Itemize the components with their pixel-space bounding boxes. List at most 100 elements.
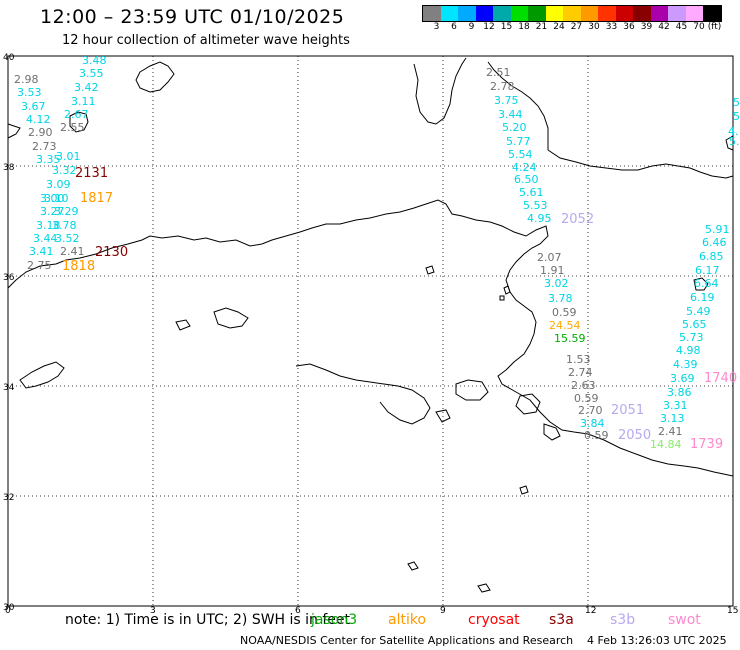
wave-height-reading: 0.59 — [584, 429, 609, 442]
wave-height-reading: 5.54 — [508, 148, 533, 161]
coastline-spain-east — [7, 123, 21, 139]
x-tick-label: 9 — [440, 606, 446, 616]
pass-time-label: 1740 — [704, 371, 737, 386]
wave-height-reading: 3.01 — [56, 150, 81, 163]
color-scale-swatch — [598, 6, 616, 21]
wave-height-reading: 15.59 — [554, 332, 586, 345]
color-scale-swatch — [493, 6, 511, 21]
wave-height-reading: 2.70 — [578, 404, 603, 417]
color-scale-swatch — [563, 6, 581, 21]
coastline-malta — [693, 277, 709, 291]
color-scale-label: 18 — [518, 22, 530, 32]
coastline-island-a — [175, 319, 191, 331]
wave-height-reading: 5.53 — [523, 199, 548, 212]
wave-height-reading: 0.59 — [552, 306, 577, 319]
wave-height-reading: 4.98 — [676, 344, 701, 357]
coastline-mallorca — [135, 61, 175, 93]
satellite-legend-item: swot — [668, 612, 701, 628]
wave-height-reading: 6.19 — [690, 291, 715, 304]
wave-height-reading: 2.98 — [14, 73, 39, 86]
color-scale-label: 27 — [570, 22, 583, 32]
color-scale-label: 70 — [693, 22, 705, 32]
wave-height-reading: 3.52 — [55, 232, 80, 245]
wave-height-reading: 6.64 — [694, 277, 719, 290]
wave-height-reading: 2.41 — [60, 245, 85, 258]
wave-height-reading: 24.54 — [549, 319, 581, 332]
color-scale-label: 33 — [605, 22, 618, 32]
color-scale-swatch — [423, 6, 441, 21]
wave-height-reading: 2.55 — [60, 121, 85, 134]
wave-height-reading: 3.86 — [667, 386, 692, 399]
wave-height-reading: 2.51 — [486, 66, 511, 79]
wave-height-reading: 3.67 — [21, 100, 46, 113]
wave-height-reading: 3.35 — [36, 153, 61, 166]
y-tick-label: 38 — [3, 163, 15, 173]
pass-time-label: 2050 — [618, 428, 651, 443]
pass-time-label: 1817 — [80, 191, 113, 206]
coastline-island-l — [499, 295, 505, 301]
wave-height-reading: 3.78 — [548, 292, 573, 305]
generation-timestamp: 4 Feb 13:26:03 UTC 2025 — [587, 634, 727, 647]
wave-height-readings: 3.483.553.423.112.672.552.73 2.983.533.67… — [14, 54, 740, 452]
wave-height-reading: 3.75 — [494, 94, 519, 107]
color-scale-label: 15 — [500, 22, 513, 32]
pass-time-label: 2130 — [95, 245, 128, 260]
coastline-island-j — [519, 485, 529, 495]
wave-height-reading: 3.78 — [52, 219, 77, 232]
coastline-sardinia — [413, 57, 467, 125]
color-scale-label: 12 — [483, 22, 495, 32]
page-title: 12:00 – 23:59 UTC 01/10/2025 — [40, 6, 345, 28]
wave-height-reading: 3.44 — [33, 232, 58, 245]
color-scale-label: 36 — [623, 22, 635, 32]
coastline-east-edge — [725, 135, 734, 151]
wave-height-reading: 4.95 — [527, 212, 552, 225]
pass-time-label: 2051 — [611, 403, 644, 418]
pass-time-label: 2052 — [561, 212, 594, 227]
coastline-italy — [487, 61, 549, 150]
wave-height-reading: 3.42 — [74, 81, 99, 94]
wave-height-reading: 14.84 — [650, 438, 682, 451]
wave-height-reading: 3.27 — [40, 205, 65, 218]
coastline-north-africa — [7, 199, 734, 477]
lat-lon-grid — [8, 56, 733, 606]
satellite-legend-item: cryosat — [468, 612, 520, 628]
wave-height-reading: 3.02 — [544, 277, 569, 290]
coastline-island-e — [435, 409, 451, 423]
wave-height-reading: 3.10 — [44, 192, 69, 205]
wave-height-reading: 2.67 — [64, 108, 89, 121]
color-scale-label: 6 — [451, 22, 457, 32]
color-scale-swatch — [668, 6, 686, 21]
wave-height-reading: 3.55 — [79, 67, 104, 80]
map-frame — [7, 55, 734, 607]
wave-height-reading: 5. — [733, 96, 740, 109]
color-scale-label: 9 — [468, 22, 475, 32]
color-scale-swatch — [510, 6, 528, 21]
color-scale-swatch — [475, 6, 493, 21]
coastline-island-d — [515, 393, 541, 415]
coastline-island-b — [213, 307, 249, 329]
x-tick-label: 12 — [585, 606, 596, 616]
wave-height-reading: 2.74 — [568, 366, 593, 379]
wave-height-reading: 0.59 — [574, 392, 599, 405]
color-scale-swatch — [440, 6, 458, 21]
wave-height-reading: 3.84 — [580, 417, 605, 430]
wave-height-reading: 3.32 — [52, 164, 77, 177]
wave-height-reading: 3.48 — [82, 54, 107, 67]
wave-height-reading: 3.13 — [660, 412, 685, 425]
color-scale-bar — [422, 5, 722, 22]
coastline-island-h — [407, 561, 419, 571]
wave-height-reading: 6.46 — [702, 236, 727, 249]
credit-line: NOAA/NESDIS Center for Satellite Applica… — [240, 634, 574, 647]
coastline-island-i — [425, 265, 435, 275]
coastline-island-c — [455, 379, 489, 401]
color-scale-swatch — [685, 6, 703, 21]
color-scale-swatch — [545, 6, 563, 21]
wave-height-reading: 3.41 — [29, 245, 54, 258]
y-tick-label: 40 — [3, 53, 15, 63]
pass-time-label: 1739 — [690, 437, 723, 452]
color-scale-label: 21 — [535, 22, 548, 32]
y-tick-label: 34 — [3, 383, 15, 393]
wave-height-reading: 1.53 — [566, 353, 591, 366]
wave-height-reading: 2.07 — [537, 251, 562, 264]
